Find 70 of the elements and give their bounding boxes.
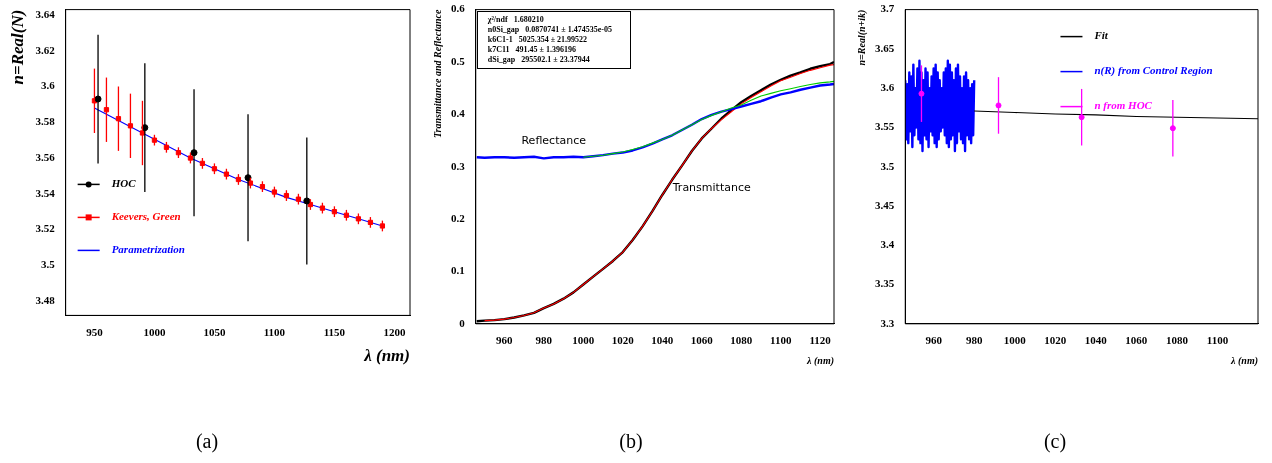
y-tick-label: 3.6 [40, 79, 56, 92]
y-tick-label: 3.55 [875, 120, 895, 133]
y-tick-label: 3.5 [880, 159, 895, 172]
y-tick-label: 3.3 [880, 316, 895, 329]
x-tick-label: 980 [965, 334, 983, 347]
legend-label: n from HOC [1094, 99, 1153, 112]
annotation: χ²/ndf 1.680210 [487, 14, 545, 25]
x-tick-label: 1060 [1125, 334, 1148, 347]
x-tick-label: 1040 [651, 334, 674, 347]
x-tick-label: 1000 [572, 334, 595, 347]
x-tick-label: 1120 [809, 334, 832, 347]
x-tick-label: 1040 [1084, 334, 1108, 347]
x-tick-label: 1050 [203, 325, 226, 338]
y-tick-label: 0.6 [451, 2, 466, 15]
y-tick-label: 3.7 [880, 2, 895, 15]
text: (a) [195, 430, 219, 454]
text: (c) [1043, 430, 1067, 454]
y-tick-label: 3.62 [35, 43, 56, 56]
x-tick-label: 1200 [383, 325, 406, 338]
x-tick-label: 980 [535, 334, 553, 347]
x-axis-title: λ (nm) [1230, 354, 1258, 367]
x-tick-label: 1000 [1003, 334, 1027, 347]
y-tick-label: 0.2 [451, 211, 466, 224]
y-tick-label: 3.35 [875, 277, 895, 290]
annotation: k7C11 491.45 ± 1.396196 [487, 44, 577, 55]
legend-label: Parametrization [111, 243, 185, 256]
x-tick-label: 1150 [323, 325, 346, 338]
y-tick-label: 3.6 [880, 80, 895, 93]
series-label: Reflectance [521, 134, 587, 148]
legend-label: n(R) from Control Region [1094, 64, 1213, 78]
x-axis-title: λ (nm) [363, 346, 410, 366]
legend-label: HOC [110, 177, 137, 190]
y-tick-label: 3.65 [875, 41, 895, 54]
x-tick-label: 1020 [611, 334, 635, 347]
x-tick-label: 1060 [690, 334, 714, 347]
y-axis-title: n=Real(N) [7, 9, 27, 85]
x-tick-label: 1080 [1165, 334, 1189, 347]
x-tick-label: 1100 [770, 334, 792, 347]
series-label: Transmittance [671, 181, 751, 195]
y-axis-title: Transmittance and Reflectance [431, 9, 443, 139]
y-tick-label: 3.58 [35, 115, 56, 128]
x-tick-label: 1020 [1044, 334, 1067, 347]
annotation: dSi_gap 295502.1 ± 23.37944 [487, 54, 591, 65]
y-tick-label: 3.4 [880, 238, 895, 251]
y-tick-label: 3.64 [35, 7, 56, 20]
annotation: n0Si_gap 0.0870741 ± 1.474535e-05 [487, 24, 612, 35]
y-axis-title: n=Real(n+ik) [855, 9, 868, 66]
x-tick-label: 960 [925, 334, 943, 347]
y-tick-label: 3.56 [35, 150, 56, 163]
legend-label: Fit [1093, 29, 1109, 42]
y-tick-label: 0.3 [451, 159, 466, 172]
y-tick-label: 0.1 [451, 264, 465, 277]
annotation: k6C1-1 5025.354 ± 21.99522 [487, 34, 589, 45]
x-tick-label: 950 [86, 325, 104, 338]
x-tick-label: 1080 [730, 334, 753, 347]
y-tick-label: 3.52 [35, 222, 56, 235]
y-tick-label: 0 [459, 316, 466, 329]
x-tick-label: 960 [496, 334, 514, 347]
y-tick-label: 0.4 [451, 107, 466, 120]
y-tick-label: 3.54 [35, 186, 56, 199]
y-tick-label: 0.5 [451, 54, 466, 67]
y-tick-label: 3.5 [40, 258, 56, 271]
legend-label: Keevers, Green [110, 210, 181, 223]
x-tick-label: 1100 [1206, 334, 1229, 347]
x-tick-label: 1100 [263, 325, 286, 338]
y-tick-label: 3.45 [875, 198, 895, 211]
text: (b) [619, 430, 643, 454]
x-axis-title: λ (nm) [806, 354, 834, 367]
y-tick-label: 3.48 [35, 293, 56, 306]
x-tick-label: 1000 [143, 325, 166, 338]
